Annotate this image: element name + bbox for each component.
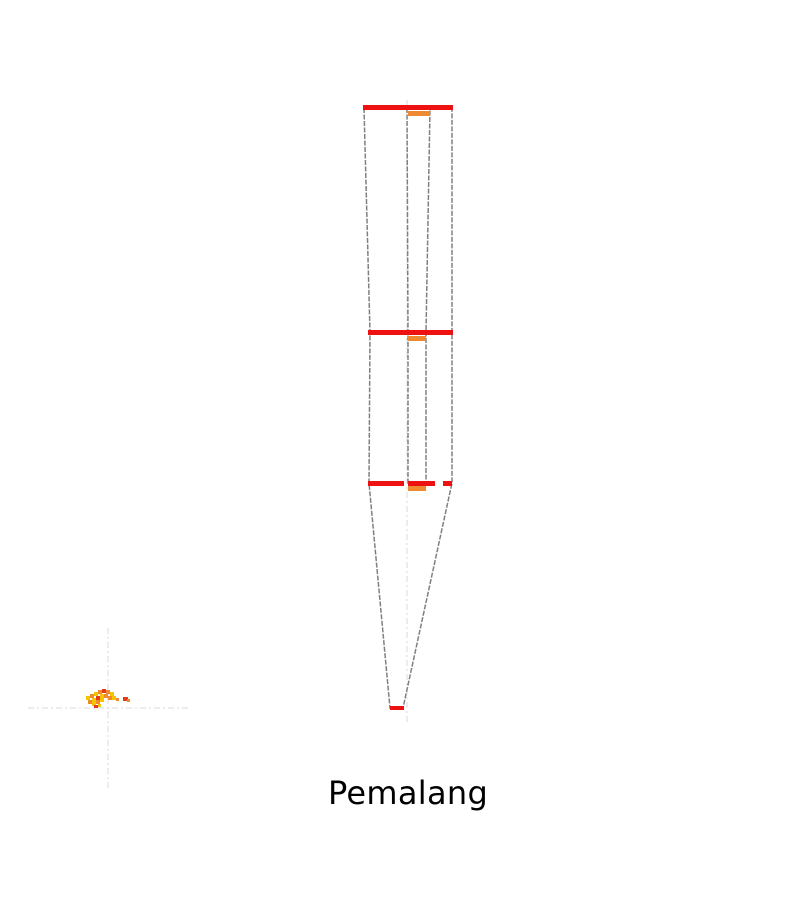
map-cell xyxy=(94,692,98,696)
profile-level-middle xyxy=(368,330,453,341)
map-cell xyxy=(112,696,116,700)
map-cell xyxy=(98,690,102,694)
map-cell xyxy=(110,692,114,696)
level-bar-primary xyxy=(390,706,404,710)
map-cell xyxy=(98,704,101,707)
map-cell xyxy=(116,698,119,701)
region-title: Pemalang xyxy=(327,774,489,812)
level-bar-secondary xyxy=(408,336,426,341)
map-cell xyxy=(96,700,100,704)
region-map-glyph xyxy=(86,689,130,708)
map-cell xyxy=(88,700,92,704)
profile-level-lower xyxy=(368,481,452,491)
map-cell xyxy=(94,705,98,708)
locator-crosshair xyxy=(28,628,188,788)
map-cell xyxy=(92,698,96,702)
map-cell xyxy=(100,698,104,702)
map-cell xyxy=(92,702,96,706)
level-bar-primary xyxy=(368,330,453,335)
level-bar-primary xyxy=(408,481,435,486)
inner-profile-outline xyxy=(406,107,431,484)
map-cell xyxy=(102,689,106,693)
map-cell xyxy=(90,694,94,698)
map-cell xyxy=(108,696,112,700)
level-bar-primary xyxy=(368,481,404,486)
map-cell xyxy=(106,690,110,694)
map-cell xyxy=(96,696,100,700)
map-cell xyxy=(86,696,90,700)
level-bar-primary xyxy=(363,105,453,110)
profile-level-top xyxy=(363,105,453,116)
map-cell xyxy=(127,699,130,702)
profile-level-bottom xyxy=(390,706,404,710)
level-bar-secondary xyxy=(408,111,430,116)
map-cell xyxy=(123,697,128,701)
level-bar-secondary xyxy=(408,486,426,491)
level-bar-primary xyxy=(443,481,452,486)
map-cell xyxy=(104,694,108,698)
map-cell xyxy=(100,694,104,698)
